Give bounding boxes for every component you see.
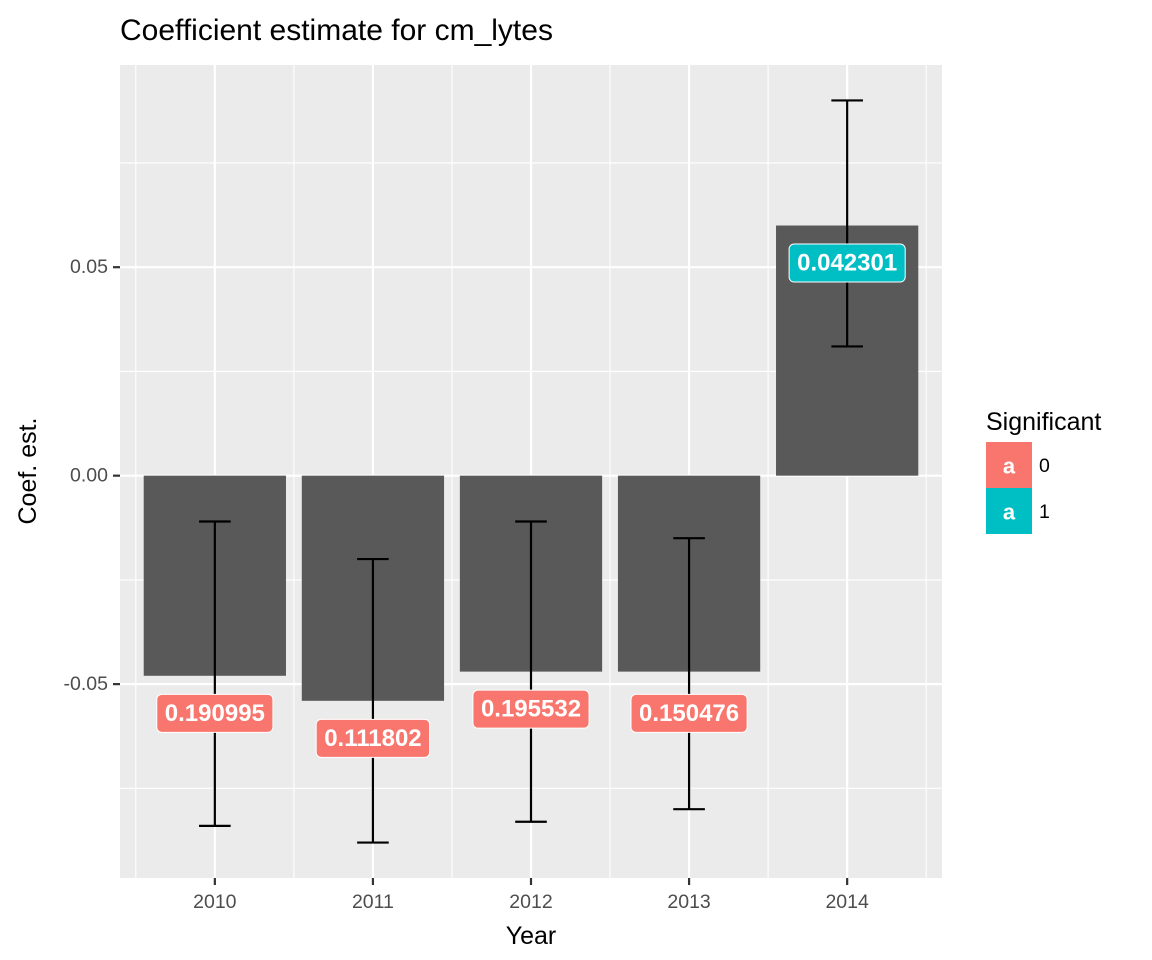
legend-key-glyph: a	[1003, 454, 1016, 479]
error-bars	[199, 99, 863, 844]
x-tick-label: 2010	[193, 891, 237, 913]
legend-label: 0	[1039, 455, 1050, 477]
error-bar-2011	[357, 557, 389, 844]
data-label-2014: 0.042301	[788, 243, 906, 283]
y-tick-label: -0.05	[64, 673, 109, 695]
data-label-text: 0.190995	[165, 700, 265, 727]
legend-key	[986, 442, 1032, 488]
error-bar-2012	[515, 520, 547, 823]
legend-key	[986, 488, 1032, 534]
y-axis-title: Coef. est.	[14, 418, 42, 525]
data-label-box	[472, 689, 590, 729]
legend-label: 1	[1039, 501, 1050, 523]
legend-title: Significant	[986, 408, 1101, 436]
data-label-box	[315, 718, 431, 758]
y-tick-label: 0.05	[70, 256, 108, 278]
data-label-box	[630, 693, 748, 733]
error-bar-2014	[831, 99, 863, 348]
data-label-2013: 0.150476	[630, 693, 748, 733]
data-label-text: 0.042301	[797, 250, 897, 277]
data-label-2010: 0.190995	[156, 693, 274, 733]
x-axis: 2010 2011 2012 2013 2014	[193, 878, 869, 913]
error-bar-2010	[199, 520, 231, 827]
data-label-2012: 0.195532	[472, 689, 590, 729]
data-labels: 0.190995 0.111802 0.195532 0.150476 0.042301	[156, 243, 906, 758]
data-label-box	[156, 693, 274, 733]
x-tick-label: 2012	[509, 891, 552, 913]
x-axis-title: Year	[506, 922, 557, 950]
x-tick-label: 2011	[352, 891, 394, 913]
x-tick-label: 2014	[825, 891, 869, 913]
data-label-box	[788, 243, 906, 283]
data-label-text: 0.150476	[639, 700, 739, 727]
legend-key-glyph: a	[1003, 500, 1016, 525]
y-tick-label: 0.00	[70, 465, 108, 487]
data-label-text: 0.195532	[481, 696, 581, 723]
y-axis: -0.05 0.00 0.05	[64, 256, 120, 695]
chart-title: Coefficient estimate for cm_lytes	[120, 14, 553, 47]
data-label-text: 0.111802	[324, 725, 421, 752]
data-label-2011: 0.111802	[315, 718, 431, 758]
legend: Significant a 0a 1	[986, 408, 1101, 534]
x-tick-label: 2013	[667, 891, 710, 913]
error-bar-2013	[673, 537, 705, 811]
